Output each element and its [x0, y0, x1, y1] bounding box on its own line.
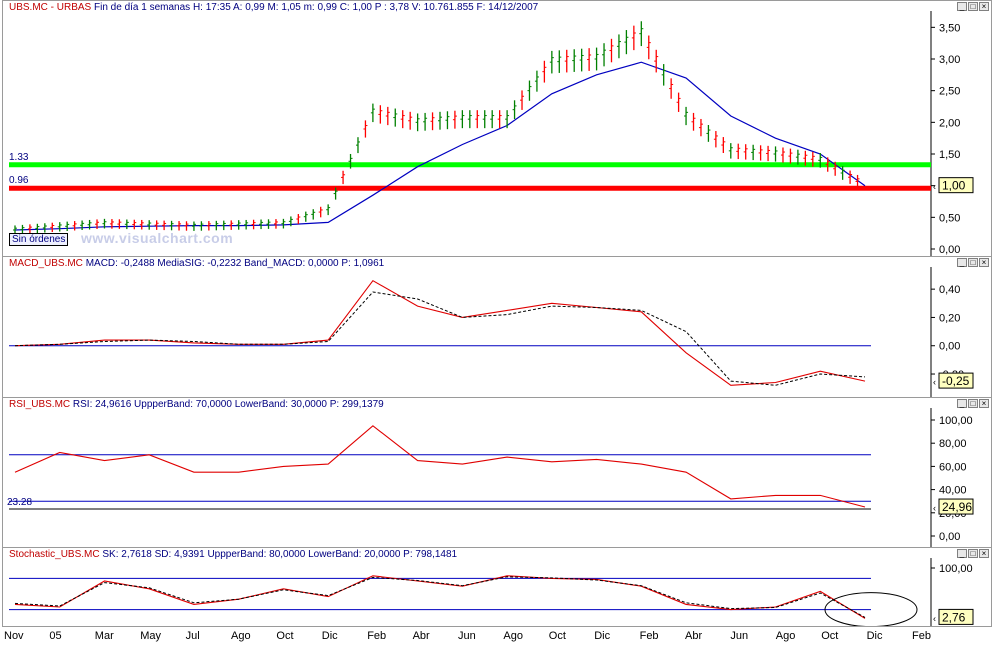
- last-value-marker: ‹: [933, 182, 936, 192]
- time-axis-label: Jun: [458, 630, 476, 642]
- rsi-info: RSI: 24,9616 UppperBand: 70,0000 LowerBa…: [72, 399, 384, 410]
- price-panel: UBS.MC - URBAS Fin de día 1 semanas H: 1…: [2, 0, 992, 258]
- time-axis-label: Feb: [912, 630, 931, 642]
- rsi-last-value-box: [938, 498, 974, 515]
- highlight-ellipse: [824, 592, 918, 626]
- y-tick-label: 100,00: [939, 415, 973, 427]
- price-last-value: 1,00: [942, 179, 966, 193]
- y-tick-label: 3,00: [939, 54, 960, 66]
- rsi-panel-title: RSI_UBS.MC RSI: 24,9616 UppperBand: 70,0…: [9, 399, 384, 410]
- y-tick-label: 0,00: [939, 244, 960, 256]
- minimize-button[interactable]: _: [957, 399, 967, 408]
- macd-panel: MACD_UBS.MC MACD: -0,2488 MediaSIG: -0,2…: [2, 256, 992, 398]
- series-line-2: [14, 291, 866, 386]
- y-tick-label: 0,50: [939, 212, 960, 224]
- stochastic-symbol: Stochastic_UBS.MC: [9, 549, 100, 560]
- y-tick-label: 0,20: [939, 312, 960, 324]
- time-axis-label: Jul: [185, 630, 200, 642]
- maximize-button[interactable]: □: [968, 399, 978, 408]
- minimize-button[interactable]: _: [957, 258, 967, 267]
- stochastic-panel: Stochastic_UBS.MC SK: 2,7618 SD: 4,9391 …: [2, 547, 992, 627]
- series-line-2: [14, 61, 866, 231]
- price-chart[interactable]: 3,50 3,00 2,50 2,00 1,50 1,00 0,50 0,00 1.33 0.96…: [3, 1, 991, 257]
- y-tick-label: 40,00: [939, 485, 967, 497]
- macd-panel-title: MACD_UBS.MC MACD: -0,2488 MediaSIG: -0,2…: [9, 258, 384, 269]
- price-last-value-box: [938, 177, 974, 194]
- time-axis-label: Oct: [548, 630, 566, 642]
- maximize-button[interactable]: □: [968, 549, 978, 558]
- macd-chart[interactable]: 0,400,200,00-0,20‹-0,25: [3, 257, 991, 397]
- series-line-1: [14, 425, 866, 508]
- stochastic-panel-title: Stochastic_UBS.MC SK: 2,7618 SD: 4,9391 …: [9, 549, 457, 560]
- close-button[interactable]: ×: [979, 258, 989, 267]
- minimize-button[interactable]: _: [957, 2, 967, 11]
- time-axis-label: Ago: [503, 630, 523, 642]
- series-line-1: [15, 34, 865, 230]
- rsi-window-buttons: _ □ ×: [957, 399, 989, 408]
- time-axis-label: Oct: [821, 630, 839, 642]
- time-axis-label: Nov: [4, 630, 24, 642]
- time-axis-label: 05: [49, 630, 62, 642]
- rsi-chart[interactable]: 100,0080,0060,0040,0020,000,0023.28‹24,9…: [3, 398, 991, 548]
- time-axis-label: Dic: [594, 630, 611, 642]
- price-panel-title: UBS.MC - URBAS Fin de día 1 semanas H: 1…: [9, 2, 538, 13]
- time-axis-label: Dic: [321, 630, 338, 642]
- y-tick-label: 80,00: [939, 438, 967, 450]
- series-line-1: [14, 575, 866, 619]
- stochastic-last-value: 2,76: [942, 610, 966, 624]
- y-tick-label: 100,00: [939, 563, 973, 575]
- time-axis-label: May: [140, 630, 161, 642]
- time-axis-label: Abr: [412, 630, 430, 642]
- macd-last-value-box: [938, 372, 974, 389]
- time-axis-label: Oct: [276, 630, 294, 642]
- support-green-label: 1.33: [9, 152, 29, 163]
- maximize-button[interactable]: □: [968, 258, 978, 267]
- stochastic-info: SK: 2,7618 SD: 4,9391 UppperBand: 80,000…: [102, 549, 458, 560]
- macd-last-value: -0,25: [942, 374, 970, 388]
- y-tick-label: 0,00: [939, 341, 960, 353]
- support-red-label: 0.96: [9, 175, 29, 186]
- stochastic-last-value-box: [938, 608, 974, 625]
- time-axis-label: Mar: [94, 630, 114, 642]
- last-value-marker: ‹: [933, 613, 936, 623]
- time-axis-label: Abr: [685, 630, 703, 642]
- price-symbol: UBS.MC - URBAS: [9, 2, 92, 13]
- close-button[interactable]: ×: [979, 2, 989, 11]
- price-info: Fin de día 1 semanas H: 17:35 A: 0,99 M:…: [94, 2, 539, 13]
- y-tick-label: 3,50: [939, 22, 960, 34]
- macd-window-buttons: _ □ ×: [957, 258, 989, 267]
- y-tick-label: 1,50: [939, 149, 960, 161]
- time-axis: Nov 05 Mar May Jul Ago Oct Dic Feb Abr Jun Ago Oct Di…: [2, 626, 992, 646]
- rsi-last-value: 24,96: [942, 500, 972, 514]
- close-button[interactable]: ×: [979, 549, 989, 558]
- rsi-symbol: RSI_UBS.MC: [9, 399, 71, 410]
- price-window-buttons: _ □ ×: [957, 2, 989, 11]
- macd-symbol: MACD_UBS.MC: [9, 258, 83, 269]
- last-value-marker: ‹: [933, 377, 936, 387]
- macd-info: MACD: -0,2488 MediaSIG: -0,2232 Band_MAC…: [85, 258, 385, 269]
- y-tick-label: 0,40: [939, 284, 960, 296]
- time-axis-label: Feb: [367, 630, 387, 642]
- y-tick-label: 2,50: [939, 86, 960, 98]
- orders-button[interactable]: Sin órdenes: [9, 233, 69, 246]
- time-axis-label: Ago: [775, 630, 796, 642]
- time-axis-label: Ago: [231, 630, 251, 642]
- rsi-level-label: 23.28: [7, 497, 32, 508]
- maximize-button[interactable]: □: [968, 2, 978, 11]
- close-button[interactable]: ×: [979, 399, 989, 408]
- time-axis-label: Feb: [639, 630, 659, 642]
- y-tick-label: 2,00: [939, 117, 960, 129]
- stochastic-window-buttons: _ □ ×: [957, 549, 989, 558]
- last-value-marker: ‹: [933, 503, 936, 513]
- rsi-panel: RSI_UBS.MC RSI: 24,9616 UppperBand: 70,0…: [2, 397, 992, 549]
- series-line-1: [14, 279, 866, 386]
- y-tick-label: 0,00: [939, 531, 960, 543]
- stochastic-chart[interactable]: 100,00 ‹ 2,76: [3, 548, 991, 626]
- y-tick-label: 60,00: [939, 461, 967, 473]
- series-line-2: [14, 576, 866, 618]
- minimize-button[interactable]: _: [957, 549, 967, 558]
- watermark: www.visualchart.com: [81, 230, 234, 246]
- time-axis-label: Jun: [730, 630, 749, 642]
- time-axis-label: Dic: [866, 630, 883, 642]
